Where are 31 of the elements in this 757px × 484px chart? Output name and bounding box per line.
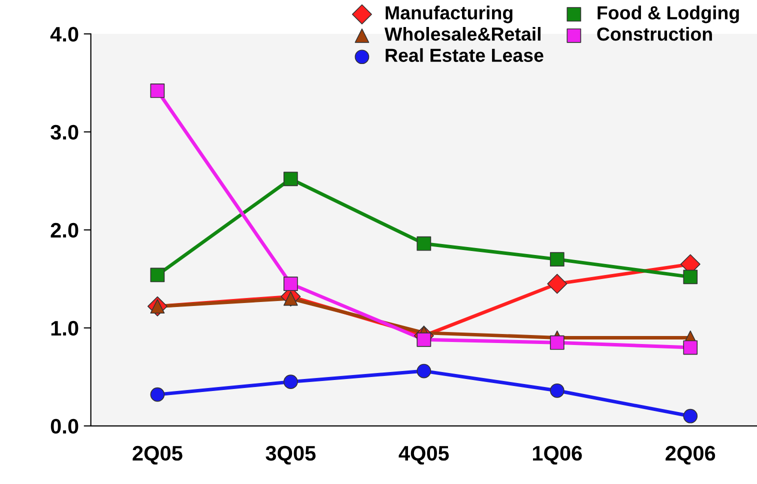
y-tick-label: 3.0 <box>50 124 78 140</box>
point <box>547 274 568 294</box>
point <box>284 276 298 291</box>
y-tick-label: 4.0 <box>50 26 78 42</box>
legend-label: Wholesale&Retail <box>384 26 540 41</box>
point <box>550 383 564 398</box>
point <box>150 84 165 98</box>
point <box>416 332 432 347</box>
point <box>284 172 298 186</box>
y-tick-label: 1.0 <box>51 320 78 336</box>
point <box>683 340 698 355</box>
x-tick-label: 3Q05 <box>266 446 316 465</box>
point <box>683 270 698 284</box>
point <box>416 236 432 251</box>
y-tick-label: 0.0 <box>50 418 78 434</box>
x-tick-label: 4Q05 <box>398 446 449 465</box>
point <box>150 387 165 402</box>
y-tick-label: 2.0 <box>50 222 78 238</box>
legend-label: Food & Lodging <box>598 6 739 24</box>
x-tick-label: 2Q06 <box>666 446 716 465</box>
legend-label: Manufacturing <box>386 6 512 24</box>
point <box>416 364 432 378</box>
point <box>550 252 564 266</box>
point <box>284 374 298 390</box>
legend-label: Real Estate Lease <box>386 48 544 62</box>
point <box>150 268 165 282</box>
legend-label: Construction <box>597 26 712 41</box>
point <box>550 335 564 350</box>
x-tick-label: 2Q05 <box>132 446 182 465</box>
x-tick-label: 1Q06 <box>532 446 582 465</box>
point <box>683 408 698 424</box>
